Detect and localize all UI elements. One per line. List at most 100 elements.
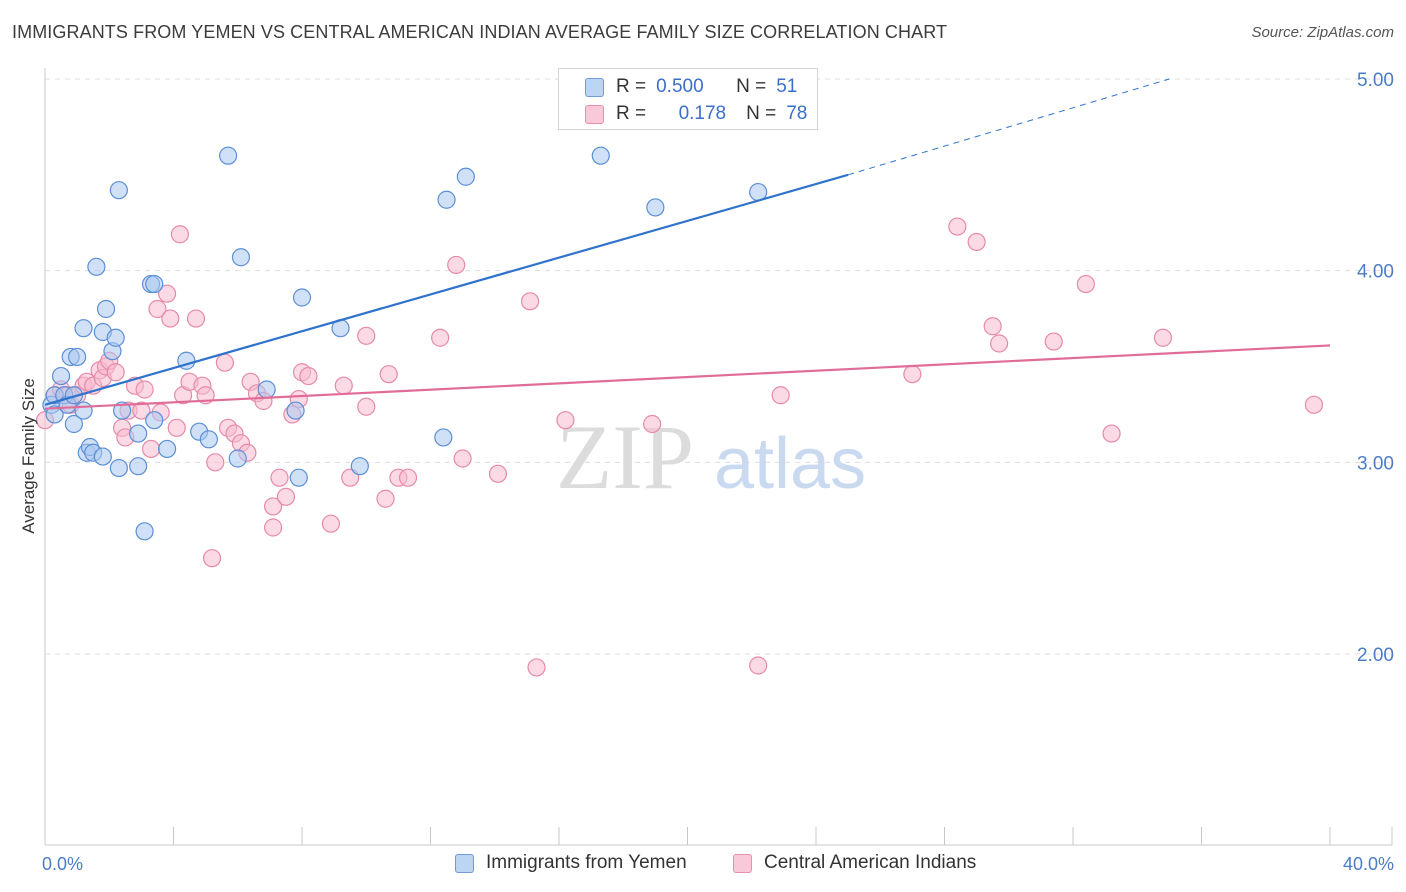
legend-stats: R = 0.500 N = 51 R = 0.178 N = 78 xyxy=(558,68,818,130)
trend-line-yemen-extension xyxy=(847,78,1170,176)
cai-point xyxy=(186,309,206,328)
cai-point xyxy=(170,225,190,244)
trend-line-cai xyxy=(44,344,1331,410)
yemen-point xyxy=(109,458,128,478)
cai-point xyxy=(1153,328,1173,347)
yemen-point xyxy=(456,167,475,186)
legend-stats-row-cai: R = 0.178 N = 78 xyxy=(585,101,807,127)
yemen-point xyxy=(96,299,116,319)
y-tick-label: 3.00 xyxy=(1357,453,1394,474)
cai-point xyxy=(206,453,225,472)
r-value: 0.178 xyxy=(678,103,727,124)
yemen-point xyxy=(289,468,308,487)
yemen-point xyxy=(45,405,64,424)
n-label: N = xyxy=(736,76,767,97)
cai-point xyxy=(520,292,540,311)
r-label: R = xyxy=(616,103,647,124)
n-value: 78 xyxy=(786,103,808,124)
x-tick-label: 40.0% xyxy=(1343,854,1394,874)
cai-point xyxy=(161,309,180,328)
cai-point xyxy=(263,518,283,537)
legend-swatch-pink xyxy=(585,104,604,124)
grid-lines xyxy=(45,78,1392,655)
y-tick-labels: 2.00 3.00 4.00 5.00 xyxy=(1357,70,1394,666)
cai-point xyxy=(1102,424,1121,443)
yemen-point xyxy=(257,380,276,399)
cai-point xyxy=(357,397,376,416)
yemen-point xyxy=(129,457,148,476)
yemen-point xyxy=(145,411,164,430)
y-tick-label: 2.00 xyxy=(1357,645,1394,666)
x-tick-labels: 0.0% 40.0% xyxy=(42,854,1394,874)
cai-point xyxy=(321,514,341,533)
axes xyxy=(44,68,1393,846)
cai-point xyxy=(643,414,662,434)
y-tick-label: 5.00 xyxy=(1357,70,1394,91)
cai-point xyxy=(967,232,986,252)
legend-label-cai: Central American Indians xyxy=(764,852,977,873)
cai-point xyxy=(447,255,466,275)
cai-point xyxy=(135,380,154,399)
n-value: 51 xyxy=(776,76,798,97)
cai-point xyxy=(376,489,395,508)
legend-swatch-blue xyxy=(585,77,604,97)
watermark-zip: ZIP xyxy=(556,406,694,508)
yemen-point xyxy=(135,522,154,541)
yemen-point xyxy=(228,449,247,468)
cai-point xyxy=(202,549,222,568)
yemen-point xyxy=(219,146,238,165)
cai-point xyxy=(215,353,234,372)
r-label: R = xyxy=(616,76,647,97)
yemen-point xyxy=(112,401,132,420)
trend-lines xyxy=(44,78,1331,410)
cai-point xyxy=(167,418,186,437)
yemen-point xyxy=(109,181,128,200)
cai-point xyxy=(556,411,575,430)
cai-point xyxy=(453,449,472,468)
r-value: 0.500 xyxy=(656,76,704,97)
legend-series: Immigrants from Yemen Central American I… xyxy=(0,852,1406,878)
yemen-point xyxy=(129,424,148,443)
yemen-point xyxy=(106,328,125,347)
yemen-point xyxy=(434,428,453,447)
cai-point xyxy=(1044,332,1063,351)
source-label: Source: ZipAtlas.com xyxy=(1251,24,1394,41)
cai-point xyxy=(379,365,398,384)
cai-point xyxy=(488,464,508,483)
cai-point xyxy=(749,656,768,675)
yemen-point xyxy=(231,248,251,267)
yemen-point xyxy=(51,366,71,386)
n-label: N = xyxy=(746,103,777,124)
cai-point xyxy=(148,299,167,319)
cai-point xyxy=(431,328,450,347)
x-tick-label: 0.0% xyxy=(42,854,83,874)
legend-stats-row-yemen: R = 0.500 N = 51 xyxy=(585,74,797,100)
legend-swatch-pink xyxy=(733,853,752,873)
cai-point xyxy=(270,468,289,487)
cai-point xyxy=(990,334,1009,353)
cai-point xyxy=(527,658,546,677)
yemen-point xyxy=(64,414,84,434)
watermark-atlas: atlas xyxy=(714,424,866,504)
cai-point xyxy=(157,284,177,303)
yemen-point xyxy=(646,198,665,217)
cai-point xyxy=(357,326,376,345)
yemen-point xyxy=(591,146,610,165)
cai-point xyxy=(141,439,161,459)
cai-point xyxy=(771,386,790,405)
chart-title: IMMIGRANTS FROM YEMEN VS CENTRAL AMERICA… xyxy=(12,22,948,42)
yemen-point xyxy=(93,447,112,466)
cai-point xyxy=(276,487,296,506)
legend-label-yemen: Immigrants from Yemen xyxy=(486,852,687,873)
cai-point xyxy=(903,365,922,384)
cai-point xyxy=(106,363,125,382)
cai-point xyxy=(983,317,1002,336)
y-tick-label: 4.00 xyxy=(1357,262,1394,283)
y-axis-label: Average Family Size xyxy=(19,378,38,534)
legend-swatch-blue xyxy=(455,853,474,873)
yemen-point xyxy=(145,274,164,294)
cai-point xyxy=(1076,274,1095,294)
yemen-point xyxy=(68,347,87,367)
yemen-point xyxy=(286,401,305,420)
